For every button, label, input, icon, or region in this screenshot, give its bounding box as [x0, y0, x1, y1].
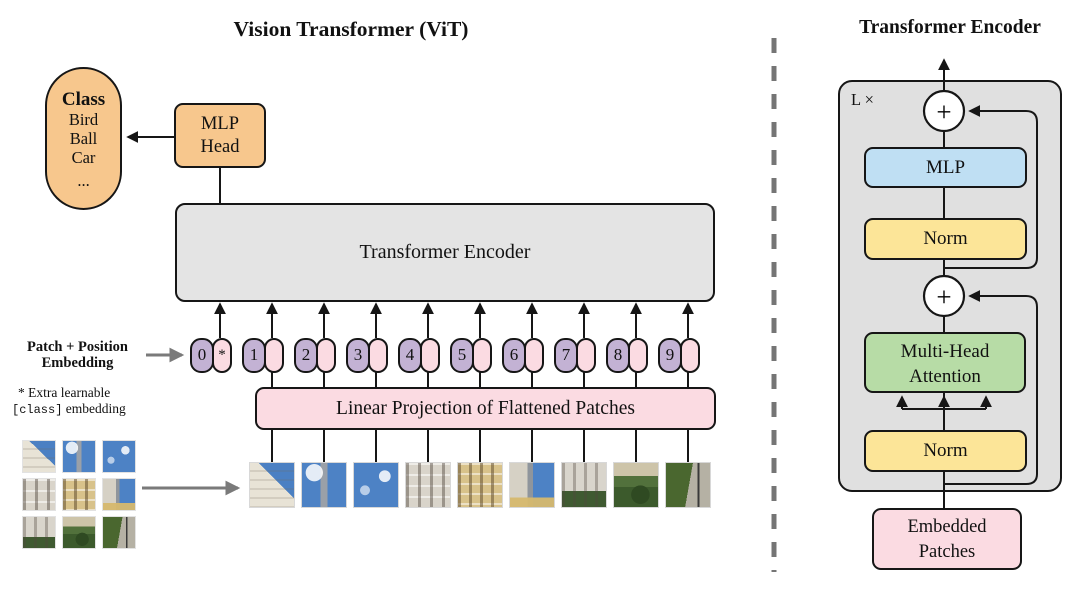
footnote-rest: embedding	[62, 401, 126, 416]
class-output-pill: Class Bird Ball Car ...	[45, 67, 122, 210]
add-icon	[922, 89, 966, 133]
patch-embed-line1: Patch + Position	[27, 339, 128, 355]
image-patch	[353, 462, 399, 508]
class-token-pill: *	[212, 338, 232, 373]
grid-patch	[62, 478, 96, 511]
image-patch	[665, 462, 711, 508]
grid-patch	[62, 516, 96, 549]
position-pill: 4	[398, 338, 422, 373]
grid-patch	[62, 440, 96, 473]
grid-patch	[22, 516, 56, 549]
class-item-ellipsis: ...	[77, 171, 90, 190]
patch-position-embedding-label: Patch + Position Embedding	[5, 339, 150, 371]
token-3: 3	[346, 338, 388, 373]
position-pill: 5	[450, 338, 474, 373]
patch-embedding-pill	[680, 338, 700, 373]
linear-projection-box: Linear Projection of Flattened Patches	[255, 387, 716, 430]
left-connectors	[126, 131, 694, 462]
norm-bottom-box: Norm	[864, 430, 1027, 472]
class-token-code: [class]	[12, 403, 63, 417]
grid-patch	[102, 440, 136, 473]
embedded-line2: Patches	[918, 542, 976, 562]
image-patch	[301, 462, 347, 508]
patch-embedding-pill	[368, 338, 388, 373]
position-pill: 6	[502, 338, 526, 373]
patch-embed-line2: Embedding	[41, 355, 114, 371]
mlp-head-line2: Head	[200, 137, 240, 157]
patch-embedding-pill	[420, 338, 440, 373]
position-pill: 7	[554, 338, 578, 373]
footnote-line1: * Extra learnable	[18, 385, 111, 400]
gray-annotation-arrows	[142, 347, 241, 496]
patch-embedding-pill	[628, 338, 648, 373]
token-5: 5	[450, 338, 492, 373]
patch-embedding-pill	[264, 338, 284, 373]
token-0: 0 *	[190, 338, 232, 373]
grid-patch	[102, 516, 136, 549]
image-patch	[405, 462, 451, 508]
patch-embedding-pill	[576, 338, 596, 373]
grid-patch	[22, 440, 56, 473]
patch-embedding-pill	[316, 338, 336, 373]
class-item: Ball	[69, 129, 98, 148]
mlp-residual-skip	[944, 105, 1038, 269]
position-pill: 0	[190, 338, 214, 373]
token-6: 6	[502, 338, 544, 373]
class-item: Car	[71, 148, 96, 167]
image-patch	[457, 462, 503, 508]
position-pill: 3	[346, 338, 370, 373]
norm-top-box: Norm	[864, 218, 1027, 260]
footnote-line2: [class] embedding	[12, 401, 126, 417]
position-pill: 9	[658, 338, 682, 373]
embedded-patches-box: Embedded Patches	[872, 508, 1022, 570]
embedded-line1: Embedded	[907, 517, 987, 537]
residual-add-icons: + +	[922, 89, 966, 318]
plus-icon: +	[936, 97, 951, 127]
token-4: 4	[398, 338, 440, 373]
patch-embedding-pill	[524, 338, 544, 373]
token-7: 7	[554, 338, 596, 373]
class-item: Bird	[68, 110, 99, 129]
token-1: 1	[242, 338, 284, 373]
transformer-encoder-box: Transformer Encoder	[175, 203, 715, 302]
mha-line2: Attention	[909, 366, 981, 387]
image-patch	[561, 462, 607, 508]
plus-icon: +	[936, 282, 951, 312]
mlp-head-line1: MLP	[200, 114, 240, 134]
token-9: 9	[658, 338, 700, 373]
patch-embedding-pill	[472, 338, 492, 373]
vit-title: Vision Transformer (ViT)	[233, 17, 469, 41]
image-patch	[613, 462, 659, 508]
position-pill: 1	[242, 338, 266, 373]
token-2: 2	[294, 338, 336, 373]
class-heading: Class	[61, 89, 106, 110]
multi-head-attention-box: Multi-Head Attention	[864, 332, 1026, 393]
position-pill: 2	[294, 338, 318, 373]
position-pill: 8	[606, 338, 630, 373]
image-patch	[509, 462, 555, 508]
encoder-detail-title: Transformer Encoder	[859, 17, 1041, 38]
mha-residual-skip	[944, 290, 1038, 485]
layer-count-label: L ×	[851, 90, 874, 109]
mha-line1: Multi-Head	[900, 341, 990, 362]
mlp-box: MLP	[864, 147, 1027, 188]
mlp-head-box: MLP Head	[174, 103, 266, 168]
add-icon	[922, 274, 966, 318]
grid-patch	[102, 478, 136, 511]
token-8: 8	[606, 338, 648, 373]
image-patch	[249, 462, 295, 508]
grid-patch	[22, 478, 56, 511]
